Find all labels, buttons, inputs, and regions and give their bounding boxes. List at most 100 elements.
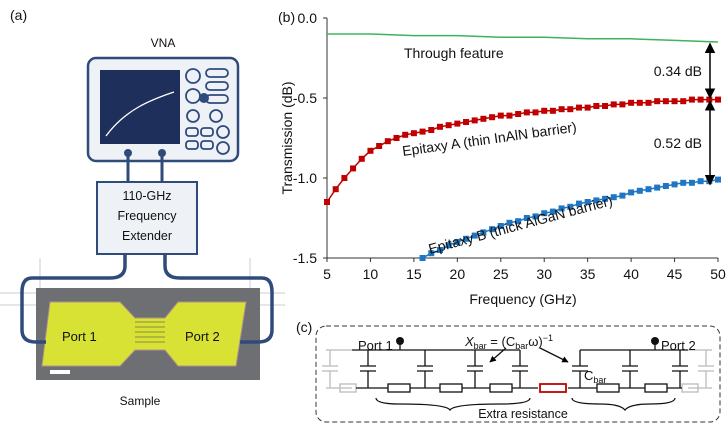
y-tick-label: 0.0 bbox=[298, 10, 318, 26]
port-label: Port 1 bbox=[358, 338, 393, 353]
y-tick-label: -0.5 bbox=[293, 90, 317, 106]
x-axis-title: Frequency (GHz) bbox=[469, 291, 576, 307]
marker bbox=[359, 156, 365, 162]
x-tick-label: 40 bbox=[623, 266, 639, 282]
subscript: bar bbox=[515, 341, 528, 351]
marker bbox=[628, 189, 634, 195]
subscript: bar bbox=[593, 375, 606, 385]
marker bbox=[394, 135, 400, 141]
marker bbox=[689, 97, 695, 103]
marker bbox=[645, 186, 651, 192]
marker bbox=[420, 255, 426, 261]
marker bbox=[489, 114, 495, 120]
superscript: −1 bbox=[543, 333, 553, 343]
marker bbox=[593, 103, 599, 109]
capacitor-label: Cbar bbox=[584, 368, 606, 385]
annotation-label: 0.34 dB bbox=[654, 63, 702, 79]
marker bbox=[654, 185, 660, 191]
marker bbox=[663, 98, 669, 104]
marker bbox=[680, 180, 686, 186]
setup-diagram: VNA 110-GHz Frequency Extender Port 1 Po… bbox=[0, 36, 285, 408]
marker bbox=[715, 177, 721, 183]
marker bbox=[550, 108, 556, 114]
marker bbox=[637, 100, 643, 106]
y-tick-label: -1.5 bbox=[293, 250, 317, 266]
marker bbox=[698, 178, 704, 184]
marker bbox=[333, 186, 339, 192]
panel-label: (c) bbox=[296, 319, 312, 335]
marker bbox=[654, 98, 660, 104]
marker bbox=[602, 103, 608, 109]
scale-bar bbox=[50, 370, 70, 374]
circuit: Port 1 Port 2 Xbar = (Cbarω)−1 Cbar Extr… bbox=[316, 326, 720, 422]
port-label: Port 2 bbox=[185, 329, 220, 344]
marker bbox=[385, 138, 391, 144]
port-label: Port 2 bbox=[661, 338, 696, 353]
y-tick-label: -1.0 bbox=[293, 170, 317, 186]
marker bbox=[480, 116, 486, 122]
marker bbox=[524, 109, 530, 115]
marker bbox=[585, 105, 591, 111]
port-pin bbox=[396, 337, 404, 345]
vna-knob bbox=[199, 93, 209, 103]
marker bbox=[437, 124, 443, 130]
marker bbox=[324, 199, 330, 205]
vna-screen bbox=[100, 70, 180, 144]
marker bbox=[367, 148, 373, 154]
marker bbox=[672, 98, 678, 104]
extender-label: 110-GHz bbox=[122, 189, 171, 203]
equation: ω) bbox=[528, 334, 542, 349]
marker bbox=[663, 183, 669, 189]
series-label: Epitaxy B (thick AlGaN barrier) bbox=[427, 192, 615, 257]
marker bbox=[715, 97, 721, 103]
marker bbox=[472, 117, 478, 123]
panel-label: (b) bbox=[278, 9, 295, 25]
marker bbox=[619, 101, 625, 107]
marker bbox=[350, 165, 356, 171]
marker bbox=[698, 97, 704, 103]
reactance-label: Xbar = (Cbarω)−1 bbox=[464, 333, 553, 351]
marker bbox=[498, 113, 504, 119]
x-tick-label: 5 bbox=[323, 266, 331, 282]
marker bbox=[420, 129, 426, 135]
x-tick-label: 35 bbox=[580, 266, 596, 282]
marker bbox=[341, 175, 347, 181]
series-line bbox=[327, 34, 718, 42]
x-tick-label: 50 bbox=[710, 266, 726, 282]
extender-label: Frequency bbox=[117, 209, 177, 223]
marker bbox=[463, 119, 469, 125]
marker bbox=[611, 101, 617, 107]
port-label: Port 1 bbox=[62, 329, 97, 344]
brace-label: Extra resistance bbox=[478, 407, 568, 421]
port-pin bbox=[651, 337, 659, 345]
series-label: Through feature bbox=[404, 45, 504, 61]
chart: Transmission (dB) Frequency (GHz) -1.5-1… bbox=[279, 10, 726, 307]
marker bbox=[680, 98, 686, 104]
circuit-lines bbox=[352, 342, 688, 410]
extender-label: Extender bbox=[122, 229, 172, 243]
panel-label: (a) bbox=[10, 7, 27, 23]
marker bbox=[559, 106, 565, 112]
equation: = (C bbox=[487, 334, 516, 349]
sample-caption: Sample bbox=[120, 394, 161, 408]
series-label: Epitaxy A (thin InAlN barrier) bbox=[401, 119, 577, 159]
marker bbox=[533, 109, 539, 115]
marker bbox=[672, 181, 678, 187]
marker bbox=[628, 100, 634, 106]
bar-resistor bbox=[540, 384, 566, 392]
marker bbox=[411, 130, 417, 136]
x-tick-label: 30 bbox=[536, 266, 552, 282]
marker bbox=[567, 106, 573, 112]
marker bbox=[428, 127, 434, 133]
marker bbox=[446, 122, 452, 128]
marker bbox=[576, 105, 582, 111]
marker bbox=[637, 188, 643, 194]
marker bbox=[515, 111, 521, 117]
x-tick-label: 15 bbox=[406, 266, 422, 282]
symbol: C bbox=[584, 368, 593, 383]
x-tick-label: 10 bbox=[363, 266, 379, 282]
marker bbox=[619, 193, 625, 199]
marker bbox=[506, 113, 512, 119]
x-tick-label: 45 bbox=[667, 266, 683, 282]
annotation-label: 0.52 dB bbox=[654, 135, 702, 151]
